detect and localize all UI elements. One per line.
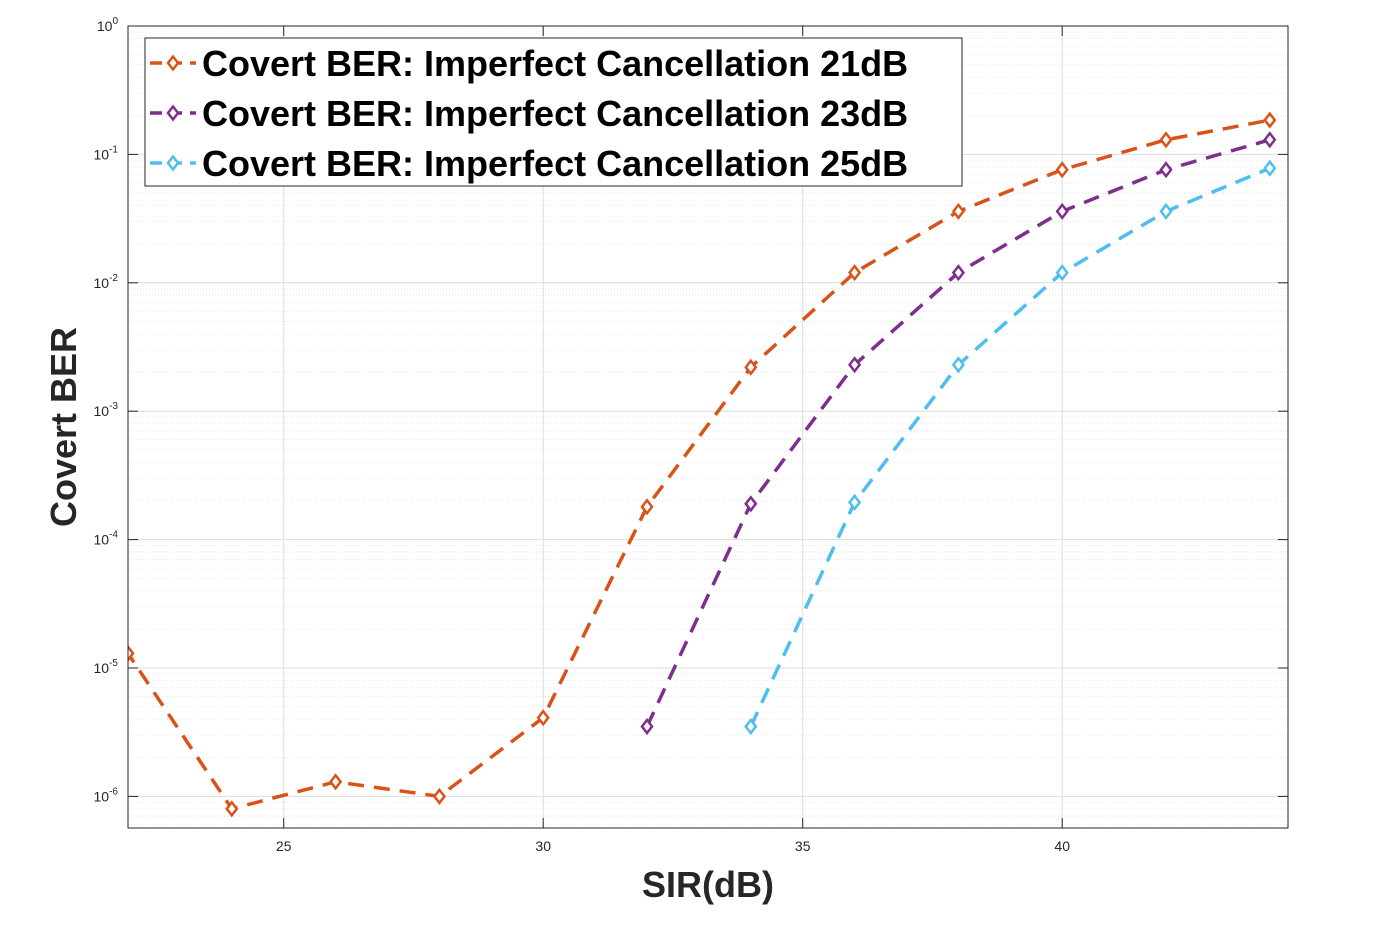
legend-label: Covert BER: Imperfect Cancellation 23dB [202, 93, 908, 134]
legend-marker-swatch [166, 54, 180, 72]
y-tick-label: 10-6 [94, 786, 119, 804]
series-2-marker [1159, 161, 1173, 179]
series-2-marker [1055, 202, 1069, 220]
series-3-marker [848, 493, 862, 511]
x-axis-title: SIR(dB) [642, 864, 774, 905]
series-layer [128, 111, 1277, 818]
series-1-marker [329, 773, 343, 791]
series-1-marker [225, 800, 239, 818]
series-1-marker [848, 264, 862, 282]
series-3-marker [744, 717, 758, 736]
y-tick-label: 10-3 [94, 401, 119, 419]
series-1-marker [1263, 111, 1277, 129]
series-1-marker [128, 644, 135, 662]
series-1-marker [640, 498, 654, 516]
x-tick-label: 30 [535, 838, 551, 854]
x-tick-label: 25 [276, 838, 292, 854]
legend: Covert BER: Imperfect Cancellation 21dB C… [144, 37, 963, 187]
legend-entry: Covert BER: Imperfect Cancellation 25dB [150, 143, 908, 184]
x-tick-label: 35 [795, 838, 811, 854]
series-1-marker [951, 202, 965, 220]
series-1-marker [1055, 161, 1069, 179]
series-2-marker [640, 717, 654, 736]
series-2-marker [744, 495, 758, 513]
series-3-marker [1159, 202, 1173, 220]
y-tick-label: 10-5 [94, 658, 119, 676]
legend-marker-swatch [166, 104, 180, 122]
ticks: 25 30 35 40 10-6 10-5 10-4 10-3 10-2 10-1 100 [94, 16, 1288, 854]
legend-label: Covert BER: Imperfect Cancellation 21dB [202, 43, 908, 84]
series-3-marker [951, 356, 965, 374]
series-2-marker [1263, 131, 1277, 149]
series-1-marker [536, 709, 550, 727]
y-tick-label: 10-4 [94, 530, 119, 548]
y-tick-label: 10-1 [94, 144, 119, 162]
legend-marker-swatch [166, 154, 180, 172]
y-axis-title: Covert BER [43, 327, 84, 527]
series-2-marker [848, 356, 862, 374]
series-1-marker [744, 358, 758, 376]
series-1-marker [432, 787, 446, 805]
legend-box [144, 37, 963, 187]
y-tick-label: 100 [97, 16, 119, 34]
series-3-marker [1263, 159, 1277, 177]
x-tick-label: 40 [1054, 838, 1070, 854]
y-tick-label: 10-2 [94, 273, 119, 291]
series-2-marker [951, 264, 965, 282]
legend-entry: Covert BER: Imperfect Cancellation 23dB [150, 93, 908, 134]
series-1-marker [1159, 131, 1173, 149]
legend-entry: Covert BER: Imperfect Cancellation 21dB [150, 43, 908, 84]
legend-label: Covert BER: Imperfect Cancellation 25dB [202, 143, 908, 184]
plot-frame [127, 25, 1289, 829]
series-3-marker [1055, 264, 1069, 282]
